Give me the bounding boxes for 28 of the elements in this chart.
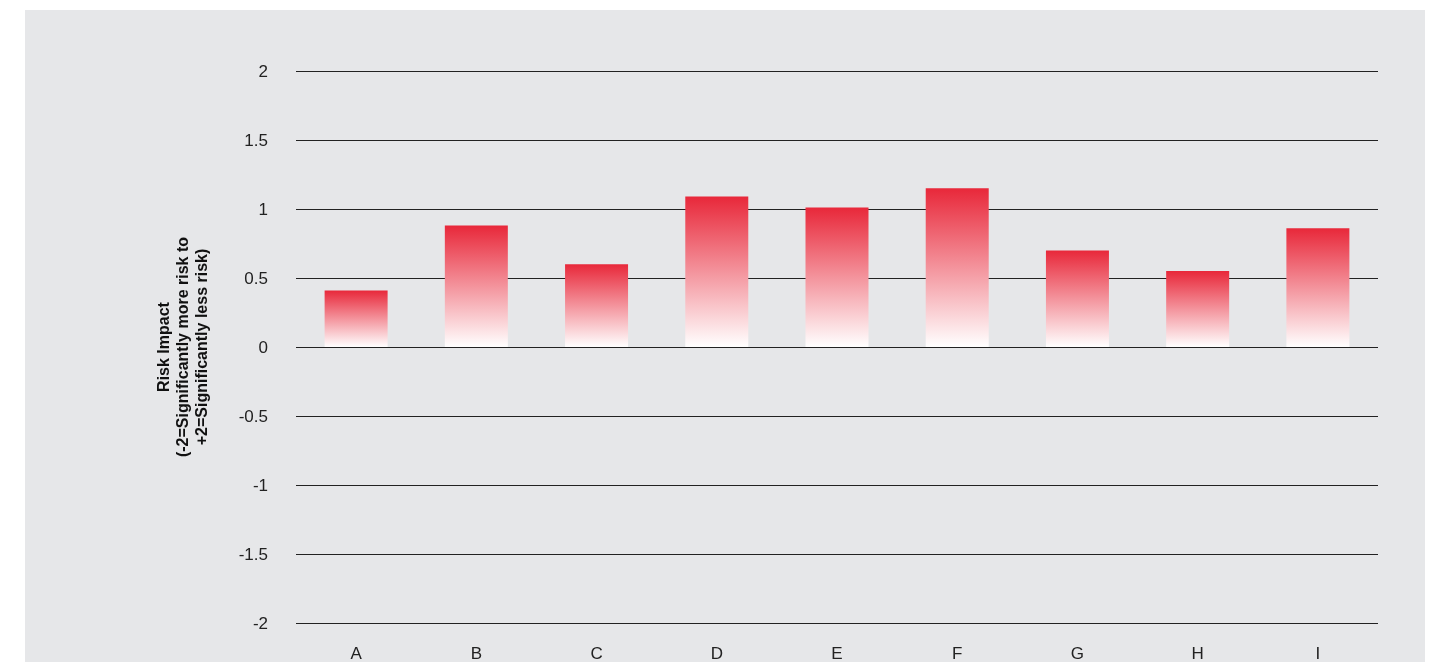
y-axis-title: Risk Impact (-2=Significantly more risk to +2=Significantly less risk): [155, 236, 210, 458]
y-tick-label: -1: [252, 475, 268, 495]
y-tick-label: -2: [252, 613, 268, 633]
bar: [324, 290, 388, 347]
y-tick-label: 2: [258, 61, 268, 81]
y-tick-label: 1: [258, 199, 268, 219]
bar: [685, 196, 749, 347]
y-tick-label: -1.5: [238, 544, 268, 564]
x-tick-label: E: [831, 644, 843, 662]
bar: [1286, 228, 1350, 347]
x-tick-label: A: [350, 644, 363, 662]
x-tick-label: F: [952, 644, 963, 662]
x-tick-label: I: [1315, 644, 1321, 662]
bar: [805, 207, 869, 347]
bar: [1045, 250, 1109, 347]
bar: [565, 264, 629, 347]
x-tick-label: D: [710, 644, 723, 662]
x-tick-label: G: [1070, 644, 1085, 662]
y-tick-label: -0.5: [238, 406, 268, 426]
y-tick-label: 0.5: [244, 268, 268, 288]
x-tick-label: B: [470, 644, 483, 662]
bar: [925, 188, 989, 347]
x-tick-label: C: [590, 644, 603, 662]
x-tick-label: H: [1191, 644, 1204, 662]
bar: [444, 225, 508, 347]
y-tick-label: 0: [258, 337, 268, 357]
bar: [1166, 271, 1230, 347]
y-tick-label: 1.5: [244, 130, 268, 150]
